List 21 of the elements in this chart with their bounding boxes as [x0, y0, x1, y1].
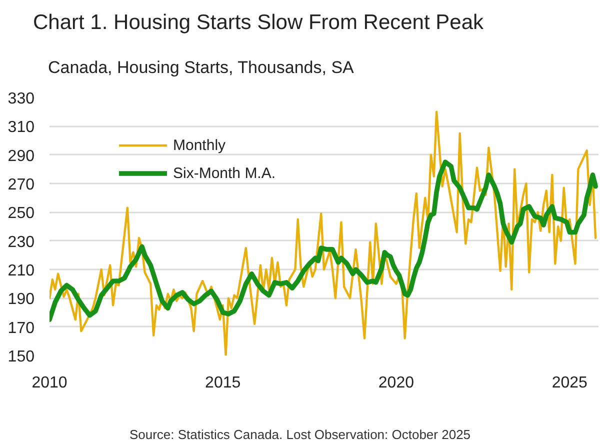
y-tick-label: 250 — [8, 205, 35, 222]
y-tick-label: 210 — [8, 262, 35, 280]
y-tick-label: 170 — [8, 320, 35, 337]
x-tick-label: 2020 — [378, 374, 414, 392]
x-tick-label: 2010 — [32, 374, 68, 392]
y-tick-label: 190 — [8, 291, 35, 308]
y-tick-label: 330 — [8, 90, 35, 108]
legend-label: Six-Month M.A. — [173, 164, 276, 182]
x-tick-label: 2015 — [205, 374, 241, 392]
line-series — [50, 110, 597, 356]
x-tick-label: 2025 — [552, 374, 588, 392]
y-tick-label: 270 — [8, 176, 35, 194]
chart-subtitle: Canada, Housing Starts, Thousands, SA — [47, 57, 354, 79]
source-note: Source: Statistics Canada. Lost Observation: October 2025 — [128, 426, 472, 444]
y-tick-label: 230 — [8, 234, 35, 251]
y-tick-label: 150 — [8, 348, 35, 366]
y-tick-label: 290 — [8, 148, 35, 165]
y-tick-label: 310 — [8, 119, 35, 136]
chart-title: Chart 1. Housing Starts Slow From Recent Peak — [32, 10, 484, 36]
line-series — [50, 160, 598, 322]
legend-label: Monthly — [173, 136, 226, 154]
